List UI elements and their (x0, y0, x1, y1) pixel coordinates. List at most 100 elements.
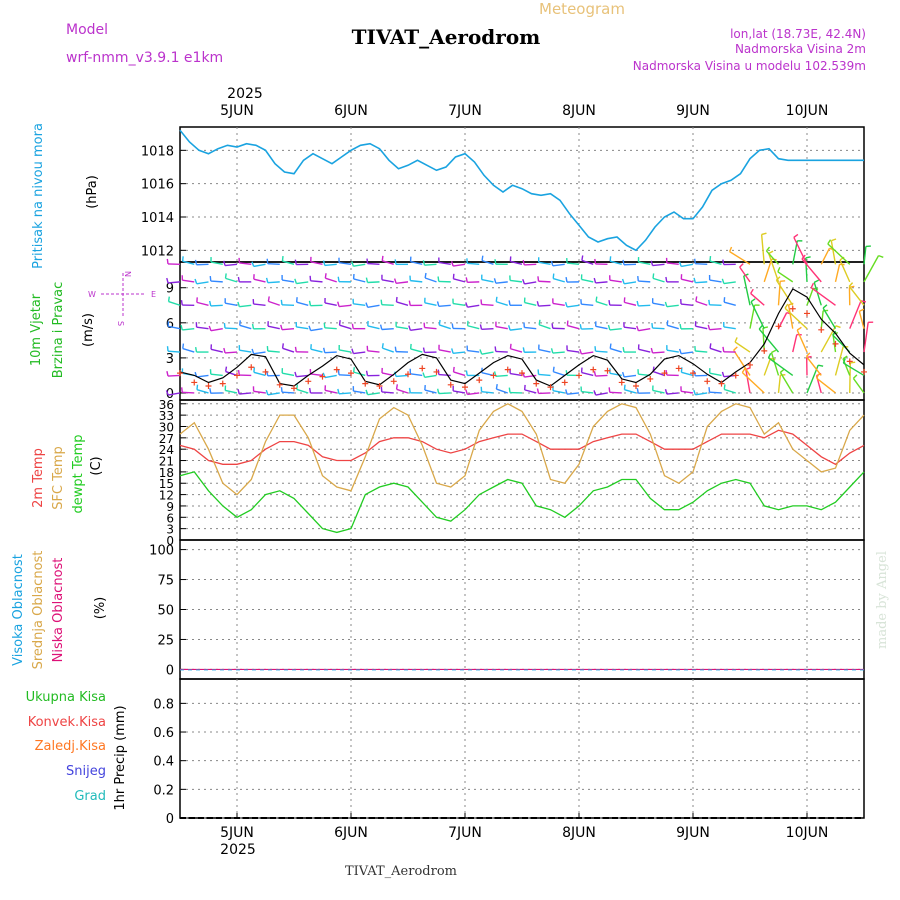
wind-barb (768, 253, 780, 283)
wind-barb (224, 351, 238, 354)
wind-marker (832, 340, 839, 347)
wind-barb-flag (650, 347, 654, 354)
wind-barb-flag (709, 255, 712, 262)
wind-barb (353, 263, 366, 267)
wind-barb-flag (507, 325, 511, 331)
wind-barb (196, 374, 209, 378)
wind-barb (538, 373, 551, 377)
wind-barb-flag (750, 298, 756, 303)
wind-barb (849, 362, 851, 393)
wind-barb (827, 243, 851, 265)
wind-barb (680, 303, 694, 306)
wind-barb-flag (818, 364, 824, 367)
wind-barb (338, 304, 352, 308)
wind-barb-flag (194, 278, 198, 284)
wind-barb (453, 263, 466, 267)
wind-barb (281, 327, 295, 331)
wind-barb (524, 326, 537, 330)
wind-barb (338, 392, 352, 395)
wind-barb (481, 391, 494, 394)
wind-barb (834, 346, 844, 376)
wind-barb-flag (180, 387, 183, 393)
wind-barb-flag (436, 301, 440, 307)
wind-barb (524, 281, 537, 285)
wind-marker (405, 371, 411, 378)
wind-barb-flag (324, 273, 327, 279)
wind-marker (704, 378, 711, 385)
wind-barb-flag (393, 278, 397, 284)
wind-barb-flag (308, 387, 312, 394)
wind-barb-flag (365, 277, 369, 283)
wind-barb (495, 325, 508, 330)
ytick-label: 1012 (141, 244, 174, 259)
bottom-day-label: 10JUN (786, 825, 829, 841)
wind-barb (552, 302, 565, 306)
wind-barb-flag (536, 388, 540, 394)
wind-marker (390, 378, 397, 385)
wind-barb-flag (765, 246, 771, 252)
wind-barb-flag (194, 347, 198, 353)
wind-barb (467, 392, 480, 396)
wind-barb (467, 304, 480, 308)
wind-barb (553, 277, 565, 283)
wind-barb (652, 351, 665, 354)
wind-barb (381, 279, 394, 283)
wind-barb-flag (665, 276, 668, 283)
wind-marker (690, 370, 696, 377)
wind-barb (553, 371, 565, 377)
ytick-label: 75 (157, 574, 174, 589)
wind-barb (395, 374, 409, 378)
wind-barb (239, 349, 252, 353)
wind-barb-flag (438, 319, 441, 326)
wind-barb-flag (607, 324, 611, 331)
wind-barb (510, 327, 523, 331)
wind-barb-flag (408, 325, 412, 331)
wind-barb (552, 351, 565, 354)
wind-marker (647, 375, 654, 382)
wind-barb-flag (495, 384, 498, 390)
wind-barb (652, 370, 665, 377)
wind-barb-flag (693, 258, 696, 264)
wind-barb-flag (337, 388, 340, 394)
wind-barb (410, 373, 423, 377)
wind-barb-flag (734, 337, 738, 343)
pressure-unit: (hPa) (85, 175, 100, 209)
wind-barb (424, 374, 437, 379)
wind-barb-flag (650, 260, 654, 266)
wind-marker (262, 368, 269, 375)
wind-barb-flag (652, 273, 655, 279)
wind-barb-flag (337, 276, 340, 282)
wind-barb (424, 389, 437, 394)
wind-barb-flag (721, 278, 725, 284)
wind-barb (709, 279, 722, 283)
wind-barb-flag (437, 276, 440, 282)
wind-barb-flag (636, 300, 639, 307)
wind-barb (624, 374, 637, 378)
wind-barb-flag (722, 259, 725, 265)
wind-barb (745, 369, 751, 394)
temp2m-ylabel: 2m Temp (31, 448, 46, 508)
wind-barb (296, 301, 309, 306)
wind-barb (253, 351, 266, 355)
wind-barb-flag (495, 296, 498, 302)
ytick-label: 27 (159, 432, 174, 446)
ytick-label: 6 (166, 511, 174, 525)
wind-barb-flag (796, 326, 802, 331)
ytick-label: 15 (159, 477, 174, 491)
wind-barb (801, 258, 822, 283)
wind-barb (396, 326, 409, 330)
wind-barb-flag (508, 387, 511, 393)
wind-barb (338, 374, 352, 377)
wind-barb (552, 390, 565, 394)
wind-barb (168, 300, 181, 306)
wind-barb-flag (280, 387, 283, 393)
wind-marker (761, 347, 768, 354)
ytick-label: 0.4 (153, 755, 174, 770)
wind-marker (476, 377, 483, 384)
wind-barb (353, 390, 366, 394)
wind-barb (267, 281, 280, 284)
wind-barb (566, 262, 580, 266)
wind-barb (695, 350, 708, 353)
wind-barb-flag (594, 258, 597, 265)
